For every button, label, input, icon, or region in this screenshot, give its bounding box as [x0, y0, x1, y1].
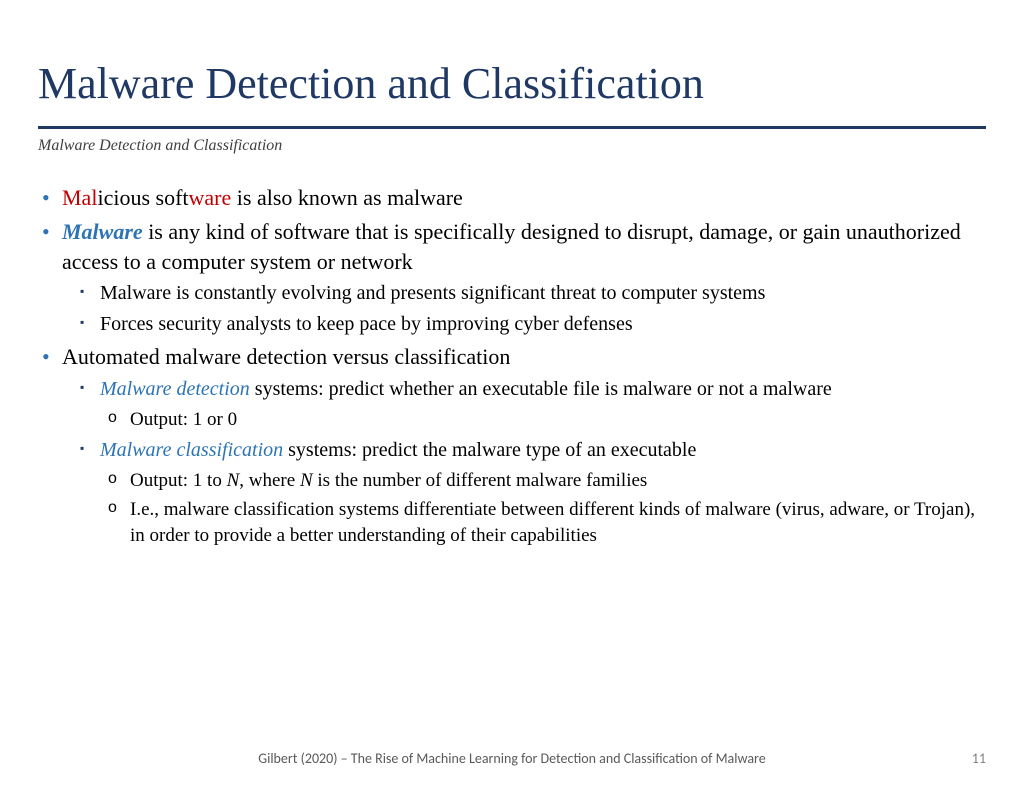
text-red: ware — [189, 185, 232, 210]
text-emphasis: Malware classification — [100, 439, 283, 461]
sub-sub-bullet-item: Output: 1 or 0 — [130, 407, 986, 433]
text: is the number of different malware famil… — [313, 470, 648, 491]
slide-title: Malware Detection and Classification — [38, 60, 986, 108]
sub-bullet-item: Malware detection systems: predict wheth… — [100, 376, 986, 433]
bullet-list: Malicious software is also known as malw… — [38, 183, 986, 548]
bullet-item: Malicious software is also known as malw… — [62, 183, 986, 213]
text-emphasis: Malware detection — [100, 378, 250, 400]
text: is also known as malware — [231, 185, 463, 210]
page-number: 11 — [972, 750, 986, 767]
sub-bullet-item: Malware is constantly evolving and prese… — [100, 280, 986, 307]
sub-sub-list: Output: 1 or 0 — [100, 407, 986, 433]
sub-sub-bullet-item: Output: 1 to N, where N is the number of… — [130, 468, 986, 494]
text: is any kind of software that is specific… — [62, 219, 961, 274]
text: systems: predict the malware type of an … — [283, 439, 696, 461]
text: , where — [239, 470, 300, 491]
footer-citation: Gilbert (2020) – The Rise of Machine Lea… — [0, 750, 1024, 767]
slide-subtitle: Malware Detection and Classification — [38, 137, 986, 155]
text: Automated malware detection versus class… — [62, 344, 510, 369]
bullet-item: Automated malware detection versus class… — [62, 342, 986, 548]
sub-sub-bullet-item: I.e., malware classification systems dif… — [130, 497, 986, 548]
text-var: N — [227, 470, 240, 491]
sub-sub-list: Output: 1 to N, where N is the number of… — [100, 468, 986, 549]
text: systems: predict whether an executable f… — [250, 378, 832, 400]
bullet-item: Malware is any kind of software that is … — [62, 217, 986, 338]
text: icious soft — [97, 185, 188, 210]
sub-bullet-item: Malware classification systems: predict … — [100, 437, 986, 549]
slide: Malware Detection and Classification Mal… — [0, 0, 1024, 549]
text-var: N — [300, 470, 313, 491]
sub-list: Malware is constantly evolving and prese… — [62, 280, 986, 338]
text-red: Mal — [62, 185, 97, 210]
sub-list: Malware detection systems: predict wheth… — [62, 376, 986, 549]
text-emphasis: Malware — [62, 219, 143, 244]
title-rule — [38, 126, 986, 129]
text: Output: 1 to — [130, 470, 227, 491]
sub-bullet-item: Forces security analysts to keep pace by… — [100, 311, 986, 338]
